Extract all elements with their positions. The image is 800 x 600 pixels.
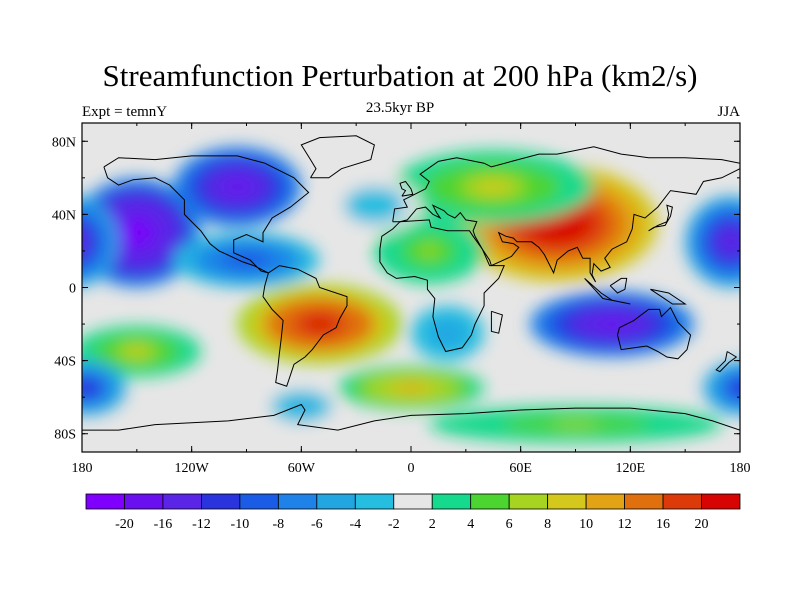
plot-subtitle: 23.5kyr BP <box>365 100 435 116</box>
field-anomaly-contour <box>598 318 626 330</box>
colorbar-swatch <box>701 493 741 510</box>
coastline-madagascar <box>490 310 503 334</box>
colorbar-swatch <box>277 493 318 510</box>
colorbar-swatch <box>547 493 587 510</box>
field-anomaly-contour <box>82 220 96 263</box>
latitude-axis: 80N 40N 0 40S 80S <box>52 135 740 443</box>
colorbar-label: 12 <box>618 517 632 532</box>
colorbar-label: 6 <box>506 517 513 532</box>
lon-tick-label: 120E <box>616 461 646 476</box>
coastline-uk <box>399 180 414 197</box>
colorbar-swatch <box>585 493 625 510</box>
colorbar-swatch <box>470 493 510 510</box>
colorbar-label: -16 <box>154 517 173 532</box>
field-anomaly-contour <box>366 200 383 210</box>
field-anomaly-contour <box>82 229 89 254</box>
coastline-north-america <box>103 155 310 274</box>
field-anomaly-contour <box>420 245 439 257</box>
field-anomaly-contour <box>723 374 740 402</box>
colorbar-swatch <box>85 493 125 510</box>
coastline-indonesia <box>584 278 631 305</box>
colorbar-swatch <box>201 493 241 510</box>
colorbar-label: -20 <box>115 517 134 532</box>
colorbar-swatch <box>354 493 395 510</box>
colorbar-label: 10 <box>579 517 593 532</box>
colorbar-swatch <box>662 493 702 510</box>
coastline-eurasia <box>392 146 740 283</box>
field-anomaly-contour <box>126 223 148 242</box>
colorbar-swatch <box>239 493 279 510</box>
colorbar-swatch <box>508 493 549 510</box>
colorbar-label: 16 <box>656 517 670 532</box>
lat-tick-label: 0 <box>69 282 76 297</box>
colorbar-swatch <box>124 493 164 510</box>
lon-tick-label: 60W <box>288 461 316 476</box>
colorbar-label: 2 <box>429 517 436 532</box>
longitude-axis: 180 120W 60W 0 60E 120E 180 <box>72 123 751 476</box>
colorbar-label: 8 <box>544 517 551 532</box>
coastline-borneo <box>609 277 628 294</box>
field-anomaly-contour <box>398 384 424 392</box>
lon-tick-label: 60E <box>509 461 532 476</box>
field-anomaly-contour <box>441 328 454 338</box>
coastline-new-guinea <box>650 288 687 305</box>
colorbar-swatch <box>624 493 664 510</box>
field-anomaly-contour <box>65 234 80 249</box>
field-anomaly-contour <box>736 384 740 392</box>
field-anomaly-contour <box>295 403 308 410</box>
field-anomaly-contour <box>551 421 600 428</box>
colorbar-label: -12 <box>192 517 211 532</box>
lon-tick-label: 180 <box>72 461 93 476</box>
field-anomaly-contour <box>126 347 148 356</box>
contour-field <box>65 123 740 452</box>
plot-title: Streamfunction Perturbation at 200 hPa (… <box>102 58 698 93</box>
colorbar-label: 4 <box>467 517 474 532</box>
colorbar-label: -8 <box>273 517 285 532</box>
field-anomaly-contour <box>226 180 249 194</box>
colorbar-label: -4 <box>349 517 361 532</box>
colorbar-swatch <box>431 493 472 510</box>
lat-tick-label: 40S <box>54 355 76 370</box>
field-anomaly-contour <box>723 234 739 250</box>
experiment-label: Expt = temnY <box>82 104 168 120</box>
lon-tick-label: 180 <box>730 461 751 476</box>
colorbar-label: -6 <box>311 517 323 532</box>
colorbar-swatch <box>393 493 433 510</box>
colorbar: -20 -16 -12 -10 -8 -6 -4 -2 2 4 6 8 10 12 16 20 <box>85 493 741 532</box>
colorbar-swatch <box>162 493 202 510</box>
field-anomaly-contour <box>476 180 511 194</box>
lat-tick-label: 80N <box>52 135 76 150</box>
coastline-greenland <box>300 135 375 179</box>
coastline-australia <box>616 306 692 360</box>
lat-tick-label: 80S <box>54 428 76 443</box>
coastline-africa <box>379 219 505 353</box>
colorbar-swatch <box>316 493 356 510</box>
lon-tick-label: 0 <box>408 461 415 476</box>
colorbar-label: -2 <box>388 517 400 532</box>
coastlines <box>82 135 740 431</box>
coastline-new-zealand <box>715 351 738 373</box>
coastline-japan <box>648 204 673 232</box>
season-label: JJA <box>717 104 740 120</box>
field-anomaly-contour <box>540 213 574 234</box>
colorbar-label: 20 <box>695 517 709 532</box>
lon-tick-label: 120W <box>175 461 210 476</box>
coastline-south-america <box>262 265 348 387</box>
coastline-antarctica <box>82 403 740 431</box>
field-anomaly-contour <box>730 379 740 397</box>
lat-tick-label: 40N <box>52 208 76 223</box>
field-anomaly-contour <box>305 317 334 331</box>
colorbar-label: -10 <box>231 517 250 532</box>
field-anomaly-contour <box>82 383 93 393</box>
